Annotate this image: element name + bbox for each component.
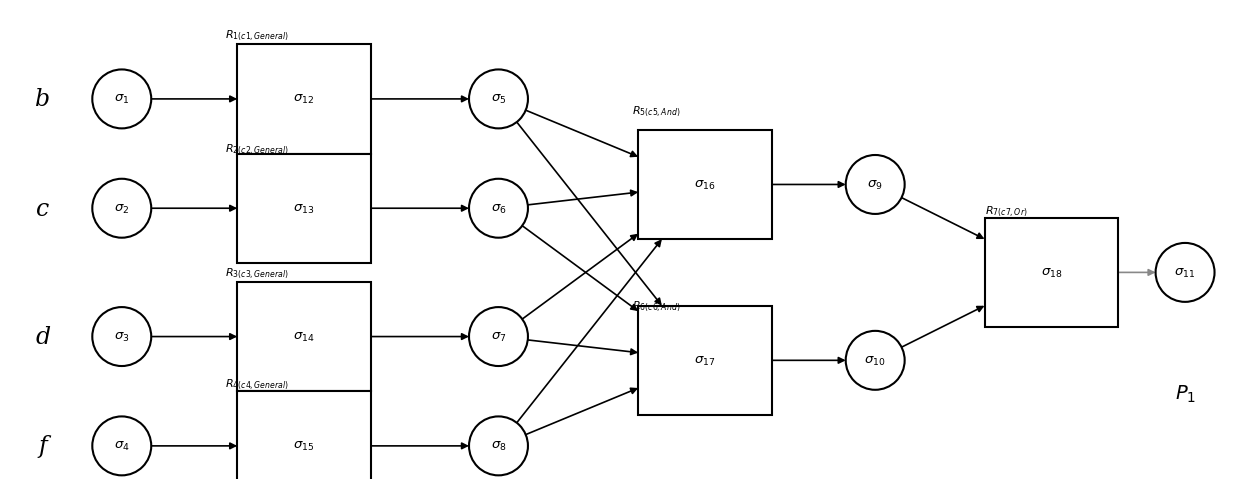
Text: $\sigma_9$: $\sigma_9$	[867, 179, 883, 192]
Text: $\sigma_1$: $\sigma_1$	[114, 93, 129, 106]
Ellipse shape	[1156, 243, 1214, 302]
FancyBboxPatch shape	[237, 282, 371, 392]
Text: $\sigma_{14}$: $\sigma_{14}$	[293, 330, 315, 344]
Text: $\sigma_7$: $\sigma_7$	[491, 330, 506, 344]
Text: b: b	[35, 88, 51, 111]
Text: $R_{3(c3,General)}$: $R_{3(c3,General)}$	[224, 266, 289, 280]
Text: $\sigma_5$: $\sigma_5$	[491, 93, 506, 106]
Text: $\sigma_{10}$: $\sigma_{10}$	[864, 354, 885, 367]
Text: $\sigma_8$: $\sigma_8$	[491, 439, 506, 453]
Text: $\sigma_{18}$: $\sigma_{18}$	[1040, 266, 1063, 279]
Text: d: d	[35, 325, 51, 348]
FancyBboxPatch shape	[237, 392, 371, 484]
FancyBboxPatch shape	[237, 154, 371, 263]
Text: $\sigma_{13}$: $\sigma_{13}$	[294, 202, 315, 215]
FancyBboxPatch shape	[639, 131, 771, 240]
Text: f: f	[38, 435, 47, 457]
Text: c: c	[36, 197, 50, 220]
FancyBboxPatch shape	[639, 306, 771, 415]
Text: $\sigma_{17}$: $\sigma_{17}$	[694, 354, 715, 367]
Text: $\sigma_4$: $\sigma_4$	[114, 439, 130, 453]
Text: $\sigma_3$: $\sigma_3$	[114, 330, 129, 344]
Ellipse shape	[92, 307, 151, 366]
Ellipse shape	[469, 70, 528, 129]
Ellipse shape	[92, 417, 151, 475]
Text: $\sigma_{12}$: $\sigma_{12}$	[294, 93, 315, 106]
Ellipse shape	[92, 180, 151, 238]
Text: $\sigma_2$: $\sigma_2$	[114, 202, 129, 215]
Ellipse shape	[92, 70, 151, 129]
FancyBboxPatch shape	[985, 218, 1118, 327]
Ellipse shape	[469, 417, 528, 475]
Text: $P_1$: $P_1$	[1174, 383, 1195, 405]
Ellipse shape	[846, 156, 905, 214]
Text: $R_{5(c5,And)}$: $R_{5(c5,And)}$	[632, 105, 681, 119]
Text: $R_{4(c4,General)}$: $R_{4(c4,General)}$	[224, 377, 289, 392]
Ellipse shape	[469, 180, 528, 238]
Text: $\sigma_{16}$: $\sigma_{16}$	[694, 179, 715, 192]
Text: $R_{1(c1,General)}$: $R_{1(c1,General)}$	[224, 29, 289, 43]
Ellipse shape	[469, 307, 528, 366]
Text: $\sigma_6$: $\sigma_6$	[491, 202, 506, 215]
Text: $R_{6(c6,And)}$: $R_{6(c6,And)}$	[632, 299, 681, 313]
Text: $R_{2(c2,General)}$: $R_{2(c2,General)}$	[224, 142, 289, 157]
Ellipse shape	[846, 331, 905, 390]
Text: $R_{7(c7,Or)}$: $R_{7(c7,Or)}$	[985, 204, 1027, 218]
Text: $\sigma_{11}$: $\sigma_{11}$	[1174, 266, 1195, 279]
FancyBboxPatch shape	[237, 45, 371, 154]
Text: $\sigma_{15}$: $\sigma_{15}$	[294, 439, 315, 453]
